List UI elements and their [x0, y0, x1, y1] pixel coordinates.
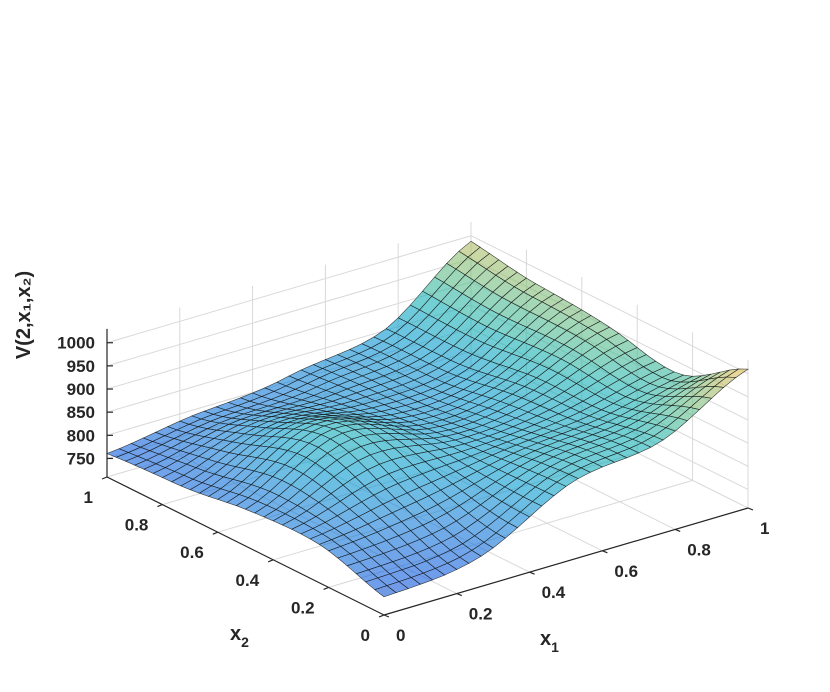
x-tick-mark — [674, 528, 681, 532]
y-tick-mark — [267, 559, 274, 563]
x-tick-label: 0.8 — [687, 540, 711, 559]
grid-line — [106, 258, 472, 367]
z-tick-label: 900 — [67, 380, 95, 399]
x-axis-label: x1 — [540, 628, 559, 655]
y-tick-label: 1 — [84, 488, 93, 507]
surface-face — [374, 585, 397, 598]
y-tick-mark — [378, 614, 385, 618]
z-tick-label: 950 — [67, 357, 95, 376]
x-tick-label: 0.6 — [614, 562, 638, 581]
y-tick-label: 0 — [361, 626, 370, 645]
grid-line — [470, 235, 749, 375]
y-axis-line — [106, 476, 385, 616]
y-tick-label: 0.6 — [180, 543, 204, 562]
x-tick-mark — [602, 550, 608, 554]
grid-line — [106, 281, 472, 390]
x-tick-label: 0 — [396, 626, 405, 645]
x-tick-mark — [383, 614, 390, 618]
y-tick-label: 0.4 — [236, 571, 260, 590]
x-tick-mark — [747, 507, 754, 511]
z-axis-label: V(2,x₁,x₂) — [13, 271, 35, 359]
y-tick-label: 0.8 — [125, 516, 149, 535]
z-tick-label: 750 — [67, 449, 95, 468]
z-tick-label: 800 — [67, 426, 95, 445]
y-tick-mark — [323, 586, 329, 590]
grid-line — [106, 235, 472, 344]
surface-layer — [106, 240, 749, 598]
x-tick-label: 1 — [760, 519, 769, 538]
z-tick-label: 850 — [67, 403, 95, 422]
x-tick-mark — [456, 593, 463, 597]
y-tick-mark — [212, 531, 219, 535]
tick-layer: 0 0.2 0.4 0.6 0.8 1 0 0.2 0.4 0.6 0.8 1 750 800 850 900… — [57, 334, 769, 645]
y-tick-mark — [157, 504, 163, 508]
y-tick-label: 0.2 — [291, 598, 315, 617]
x-tick-label: 0.4 — [542, 583, 566, 602]
x-tick-mark — [529, 571, 535, 575]
x-tick-label: 0.2 — [469, 605, 493, 624]
z-tick-label: 1000 — [57, 334, 95, 353]
y-axis-label: x2 — [230, 623, 249, 650]
y-tick-mark — [101, 476, 108, 480]
x-axis-line — [383, 507, 749, 616]
axis-layer — [101, 328, 754, 618]
